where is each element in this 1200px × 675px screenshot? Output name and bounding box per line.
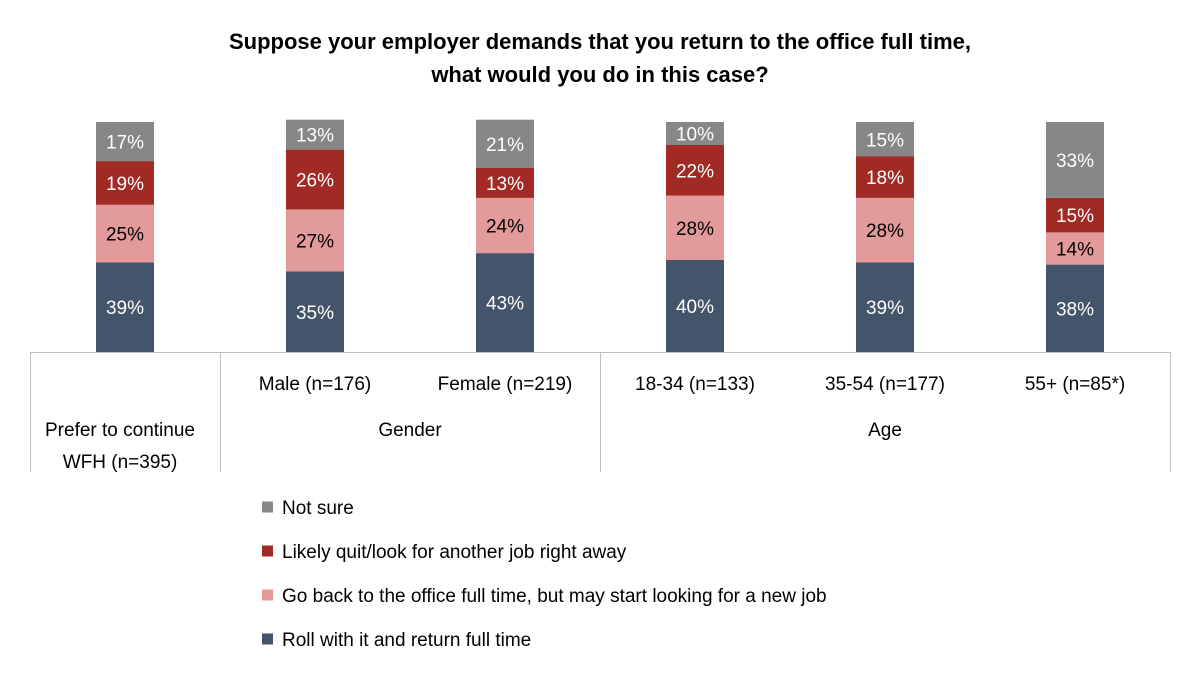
chart-title-line-2: what would you do in this case? (430, 62, 768, 87)
bar-segment (1046, 264, 1104, 352)
bar-segment (666, 260, 724, 352)
bar-segment (856, 262, 914, 352)
data-label: 22% (676, 161, 714, 182)
category-axis: Prefer to continue WFH (n=395) Male (n=176… (30, 352, 1171, 473)
data-label: 15% (866, 130, 904, 151)
legend-label: Roll with it and return full time (282, 630, 531, 651)
data-label: 21% (486, 135, 524, 156)
bar-segment (476, 253, 534, 352)
category-label: Female (n=219) (438, 374, 573, 395)
data-label: 14% (1056, 240, 1094, 261)
category-label: 55+ (n=85*) (1025, 374, 1125, 395)
data-label: 10% (676, 125, 714, 146)
data-label: 13% (486, 174, 524, 195)
data-label: 15% (1056, 206, 1094, 227)
chart-title-line-1: Suppose your employer demands that you r… (229, 29, 971, 54)
data-label: 38% (1056, 299, 1094, 320)
legend-label: Go back to the office full time, but may… (282, 586, 827, 607)
legend-swatch (262, 501, 273, 513)
bar-segment (96, 204, 154, 263)
data-label: 40% (676, 297, 714, 318)
data-label: 39% (106, 298, 144, 319)
category-label: 35-54 (n=177) (825, 374, 945, 395)
data-label: 18% (866, 168, 904, 189)
legend: Not sure Likely quit/look for another job… (262, 498, 827, 651)
data-label: 39% (866, 298, 904, 319)
category-label: Prefer to continue (45, 420, 195, 441)
data-label: 33% (1056, 151, 1094, 172)
bar-segment (856, 197, 914, 263)
bar-segment (286, 209, 344, 272)
data-label: 28% (676, 219, 714, 240)
bar-segment (1046, 232, 1104, 265)
bar-segment (666, 122, 724, 145)
bar-segment (286, 119, 344, 150)
legend-swatch (262, 545, 273, 557)
bar-segment (476, 197, 534, 254)
data-label: 19% (106, 174, 144, 195)
legend-label: Not sure (282, 498, 354, 519)
category-label: Male (n=176) (259, 374, 371, 395)
bar-segment (96, 262, 154, 352)
bar-segment (1046, 122, 1104, 198)
bar-segment (856, 156, 914, 198)
data-label: 17% (106, 133, 144, 154)
bar-segment (96, 161, 154, 205)
legend-swatch (262, 589, 273, 601)
data-label: 28% (866, 221, 904, 242)
legend-label: Likely quit/look for another job right a… (282, 542, 627, 563)
bar-segment (286, 149, 344, 210)
data-label: 24% (486, 217, 524, 238)
bar-segment (1046, 197, 1104, 233)
data-label: 25% (106, 225, 144, 246)
bar-segment (666, 195, 724, 260)
bar-segment (96, 122, 154, 162)
bar-segment (856, 122, 914, 157)
data-label: 13% (296, 126, 334, 147)
group-label: Age (868, 420, 902, 441)
bars: 39% 25% 19% 17% 35% 27% 26% 13% 43% 24% 13% 21% 40% 2… (96, 119, 1104, 352)
data-label: 27% (296, 231, 334, 252)
bar-segment (476, 168, 534, 198)
bar-segment (476, 119, 534, 168)
group-label: Gender (378, 420, 442, 441)
chart-title: Suppose your employer demands that you r… (229, 29, 971, 87)
data-label: 26% (296, 171, 334, 192)
bar-segment (666, 145, 724, 196)
category-label: WFH (n=395) (63, 452, 178, 473)
data-label: 43% (486, 294, 524, 315)
bar-segment (286, 271, 344, 352)
category-label: 18-34 (n=133) (635, 374, 755, 395)
data-label: 35% (296, 303, 334, 324)
legend-swatch (262, 633, 273, 645)
